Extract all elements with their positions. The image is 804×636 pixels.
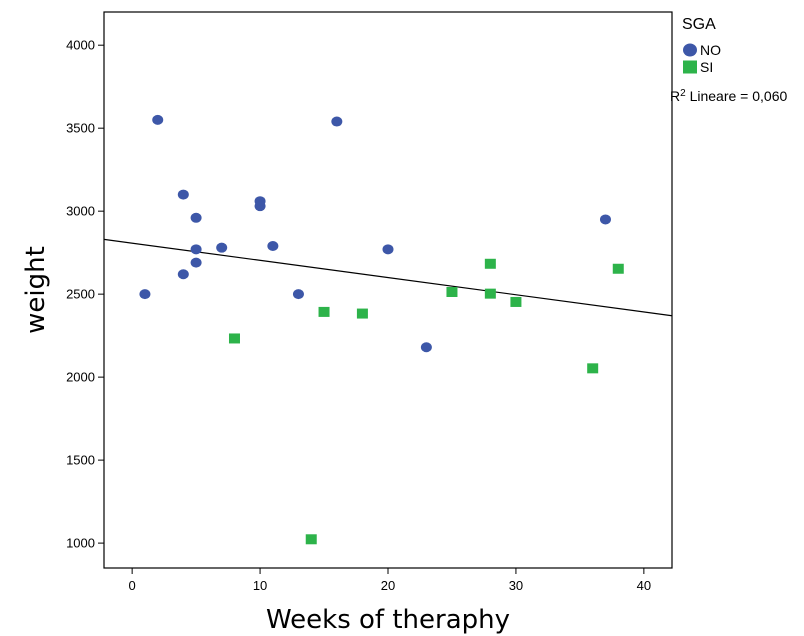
fit-label-text: Lineare = 0,060 bbox=[686, 88, 788, 104]
data-point-no bbox=[267, 241, 279, 252]
data-point-no bbox=[190, 212, 202, 223]
x-tick-label: 10 bbox=[253, 578, 267, 593]
data-point-no bbox=[177, 269, 189, 280]
x-tick-label: 20 bbox=[381, 578, 395, 593]
data-point-no bbox=[382, 244, 394, 255]
data-point-si bbox=[356, 308, 368, 319]
data-point-no bbox=[190, 257, 202, 268]
data-point-no bbox=[152, 114, 164, 125]
fit-label-prefix: R bbox=[670, 88, 680, 104]
data-point-si bbox=[318, 306, 330, 317]
y-tick-label: 3500 bbox=[66, 121, 95, 136]
data-point-si bbox=[228, 333, 240, 344]
data-point-si bbox=[612, 263, 624, 274]
y-tick-label: 1500 bbox=[66, 453, 95, 468]
data-point-no bbox=[599, 214, 611, 225]
y-tick-label: 3000 bbox=[66, 204, 95, 219]
y-axis-title: weight bbox=[21, 246, 51, 334]
data-point-si bbox=[510, 296, 522, 307]
y-tick-label: 4000 bbox=[66, 38, 95, 53]
legend-label-no: NO bbox=[700, 42, 721, 58]
data-point-si bbox=[587, 363, 599, 374]
data-point-si bbox=[484, 258, 496, 269]
fit-label-superscript: 2 bbox=[680, 88, 686, 99]
data-point-si bbox=[446, 286, 458, 297]
legend-title: SGA bbox=[682, 16, 716, 33]
data-point-no bbox=[292, 289, 304, 300]
data-point-no bbox=[216, 242, 228, 253]
data-point-si bbox=[484, 288, 496, 299]
plot-frame bbox=[103, 11, 673, 569]
x-tick-label: 0 bbox=[129, 578, 136, 593]
x-axis-title: Weeks of theraphy bbox=[266, 605, 510, 635]
x-tick-label: 30 bbox=[509, 578, 523, 593]
y-tick-label: 2000 bbox=[66, 370, 95, 385]
y-tick-label: 2500 bbox=[66, 287, 95, 302]
data-point-no bbox=[331, 116, 343, 127]
legend-label-si: SI bbox=[700, 59, 713, 75]
data-point-si bbox=[305, 534, 317, 545]
data-point-no bbox=[190, 244, 202, 255]
data-point-no bbox=[177, 189, 189, 200]
legend-marker-si bbox=[683, 60, 697, 74]
data-point-no bbox=[139, 289, 151, 300]
data-point-no bbox=[254, 201, 266, 212]
y-tick-label: 1000 bbox=[66, 536, 95, 551]
legend-marker-no bbox=[683, 43, 697, 57]
fit-line-label: R2 Lineare = 0,060 bbox=[670, 88, 787, 105]
data-point-no bbox=[420, 342, 432, 353]
x-tick-label: 40 bbox=[637, 578, 651, 593]
